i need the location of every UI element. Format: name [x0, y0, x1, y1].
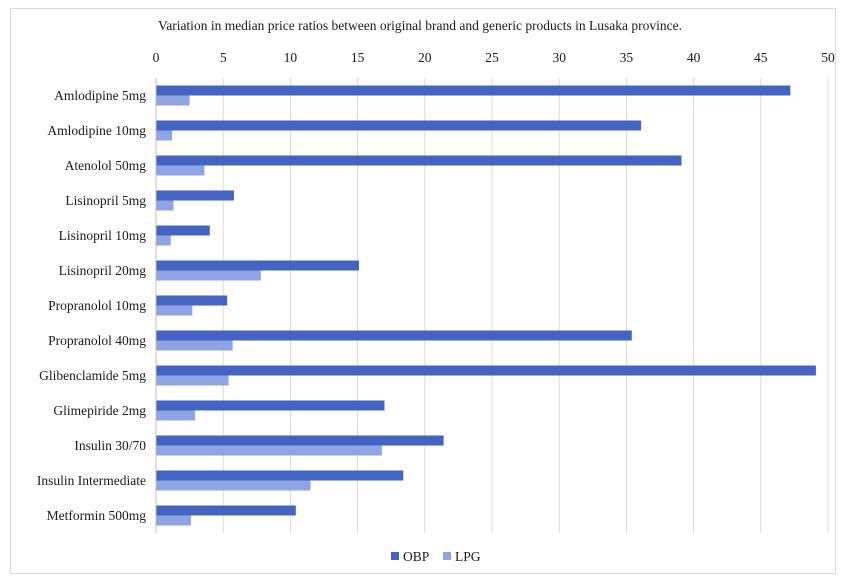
chart-frame [10, 8, 836, 574]
category-label: Amlodipine 10mg [47, 123, 146, 138]
category-label: Propranolol 40mg [48, 333, 146, 348]
bar-lpg [156, 410, 195, 421]
bar-lpg [156, 235, 171, 246]
legend-label: LPG [455, 549, 481, 564]
bar-lpg [156, 305, 193, 316]
bars [156, 85, 816, 526]
category-label: Metformin 500mg [47, 508, 147, 523]
category-label: Amlodipine 5mg [54, 88, 146, 103]
legend-swatch [391, 552, 399, 560]
bar-lpg [156, 515, 191, 526]
bar-obp [156, 155, 682, 166]
category-label: Lisinopril 5mg [65, 193, 146, 208]
x-tick-label: 20 [418, 50, 432, 65]
bar-lpg [156, 375, 229, 386]
bar-obp [156, 85, 791, 96]
x-tick-label: 25 [485, 50, 499, 65]
bar-lpg [156, 340, 233, 351]
legend: OBP LPG [391, 549, 481, 564]
category-label: Insulin Intermediate [37, 473, 146, 488]
bar-obp [156, 470, 404, 481]
category-label: Propranolol 10mg [48, 298, 146, 313]
x-tick-label: 10 [284, 50, 298, 65]
category-label: Insulin 30/70 [74, 438, 146, 453]
category-label: Lisinopril 10mg [59, 228, 147, 243]
bar-lpg [156, 165, 205, 176]
bar-obp [156, 330, 632, 341]
x-axis-ticks: 0 5 10 15 20 25 30 35 40 45 50 [153, 50, 835, 65]
bar-obp [156, 120, 642, 131]
x-tick-label: 15 [351, 50, 365, 65]
bar-lpg [156, 480, 311, 491]
bar-obp [156, 260, 359, 271]
bar-obp [156, 505, 296, 516]
gridlines [155, 78, 829, 533]
x-tick-label: 35 [620, 50, 634, 65]
x-tick-label: 0 [153, 50, 160, 65]
bar-obp [156, 190, 234, 201]
bar-obp [156, 365, 816, 376]
x-tick-label: 50 [821, 50, 835, 65]
chart-title: Variation in median price ratios between… [158, 18, 682, 33]
category-label: Glimepiride 2mg [53, 403, 146, 418]
bar-lpg [156, 95, 190, 106]
x-tick-label: 45 [754, 50, 768, 65]
bar-lpg [156, 445, 382, 456]
x-tick-label: 5 [220, 50, 227, 65]
category-label: Glibenclamide 5mg [39, 368, 146, 383]
legend-label: OBP [403, 549, 429, 564]
bar-lpg [156, 200, 174, 211]
bar-obp [156, 225, 210, 236]
x-tick-label: 40 [687, 50, 701, 65]
category-label: Atenolol 50mg [65, 158, 147, 173]
category-label: Lisinopril 20mg [59, 263, 147, 278]
bar-lpg [156, 270, 261, 281]
x-tick-label: 30 [552, 50, 566, 65]
bar-obp [156, 435, 444, 446]
bar-lpg [156, 130, 173, 141]
category-labels: Amlodipine 5mg Amlodipine 10mg Atenolol 50… [37, 88, 146, 523]
legend-swatch [443, 552, 451, 560]
bar-obp [156, 295, 228, 306]
bar-obp [156, 400, 385, 411]
